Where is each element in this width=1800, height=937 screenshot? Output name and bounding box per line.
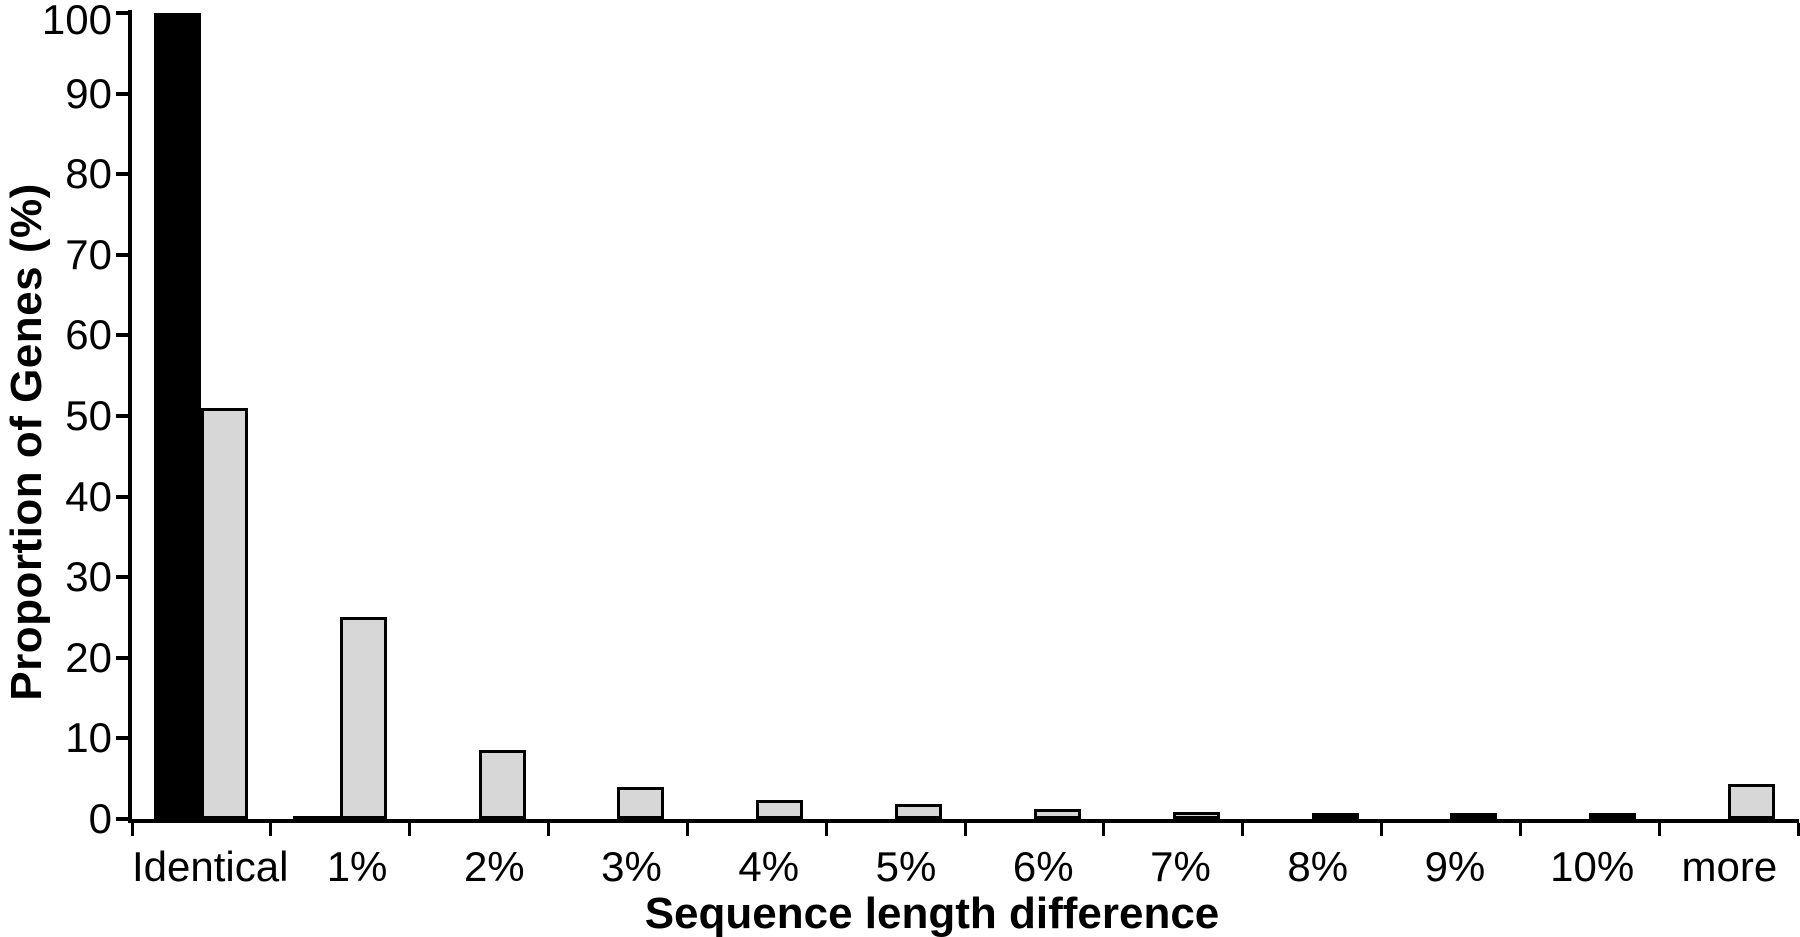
x-label-1: 1%: [326, 843, 388, 890]
x-axis-title: Sequence length difference: [644, 889, 1220, 937]
x-label-9: 9%: [1424, 843, 1486, 890]
x-tick-12: [1796, 823, 1800, 836]
y-tick-10: [116, 736, 128, 741]
x-tick-2: [408, 823, 412, 836]
category-cell-6: [965, 13, 1104, 819]
bar-identical-gray-bars: [201, 408, 248, 819]
x-label-3: 3%: [601, 843, 662, 890]
x-axis-line: [128, 819, 1799, 823]
y-axis-line: [128, 10, 132, 823]
y-tick-20: [116, 655, 128, 660]
bar-5-gray-bars: [895, 804, 943, 819]
y-tick-label-70: 70: [65, 230, 112, 278]
x-label-10: 10%: [1550, 843, 1635, 890]
x-tick-0: [130, 823, 134, 836]
x-label-5: 5%: [875, 843, 937, 890]
y-tick-30: [116, 575, 128, 580]
category-cell-8: [1243, 13, 1382, 819]
category-cell-3: [548, 13, 687, 819]
bar-1-black-bars: [292, 816, 340, 819]
y-tick-50: [116, 414, 128, 418]
bar-6-gray-bars: [1033, 809, 1081, 819]
x-tick-1: [269, 823, 273, 836]
y-tick-70: [116, 252, 128, 257]
x-label-identical: Identical: [132, 843, 289, 890]
y-tick-label-30: 30: [65, 553, 112, 601]
category-cell-7: [1104, 13, 1243, 819]
x-tick-9: [1380, 823, 1383, 836]
bar-10-gray-bars: [1589, 813, 1637, 819]
x-tick-6: [963, 823, 967, 836]
y-tick-label-80: 80: [65, 150, 112, 198]
y-tick-label-50: 50: [65, 392, 112, 439]
category-cell-10: [1520, 13, 1659, 819]
y-tick-label-90: 90: [65, 69, 112, 117]
x-tick-3: [547, 823, 550, 836]
plot-area: [132, 13, 1798, 819]
bar-8-gray-bars: [1311, 813, 1359, 819]
x-tick-4: [685, 823, 689, 836]
y-tick-label-60: 60: [65, 311, 112, 359]
category-cell-identical: [132, 13, 271, 819]
bar-3-gray-bars: [617, 787, 665, 819]
y-tick-0: [116, 817, 128, 821]
x-label-2: 2%: [463, 843, 525, 890]
y-tick-label-0: 0: [88, 795, 112, 842]
y-tick-label-10: 10: [65, 714, 112, 762]
y-tick-label-40: 40: [65, 472, 112, 520]
x-tick-10: [1518, 823, 1522, 836]
x-label-7: 7%: [1150, 843, 1211, 890]
x-axis-labels: Identical 1% 2% 3% 4% 5% 6% 7% 8% 9% 10% more: [132, 844, 1798, 890]
bar-9-gray-bars: [1450, 813, 1498, 819]
category-cell-9: [1381, 13, 1520, 819]
x-tick-8: [1241, 823, 1245, 836]
bar-1-gray-bars: [339, 617, 387, 819]
x-label-8: 8%: [1287, 843, 1349, 890]
y-tick-40: [116, 494, 128, 499]
y-tick-label-20: 20: [65, 633, 112, 681]
x-tick-11: [1657, 823, 1661, 836]
category-cell-4: [687, 13, 826, 819]
x-tick-7: [1102, 823, 1106, 836]
category-cell-1: [271, 13, 410, 819]
category-cell-2: [410, 13, 549, 819]
bar-identical-black-bars: [154, 13, 201, 819]
x-label-more: more: [1681, 843, 1778, 890]
y-tick-80: [116, 172, 128, 177]
y-tick-label-100: 100: [41, 0, 112, 43]
x-tick-5: [824, 823, 828, 836]
bar-4-gray-bars: [756, 800, 804, 819]
bar-more-gray-bars: [1728, 784, 1776, 819]
bar-2-gray-bars: [478, 750, 526, 819]
bar-7-gray-bars: [1172, 812, 1220, 819]
x-label-4: 4%: [738, 843, 800, 890]
y-tick-90: [116, 91, 128, 96]
x-label-6: 6%: [1012, 843, 1074, 890]
y-tick-60: [116, 333, 128, 338]
category-cell-5: [826, 13, 965, 819]
y-tick-100: [116, 11, 128, 15]
category-cell-more: [1659, 13, 1798, 819]
